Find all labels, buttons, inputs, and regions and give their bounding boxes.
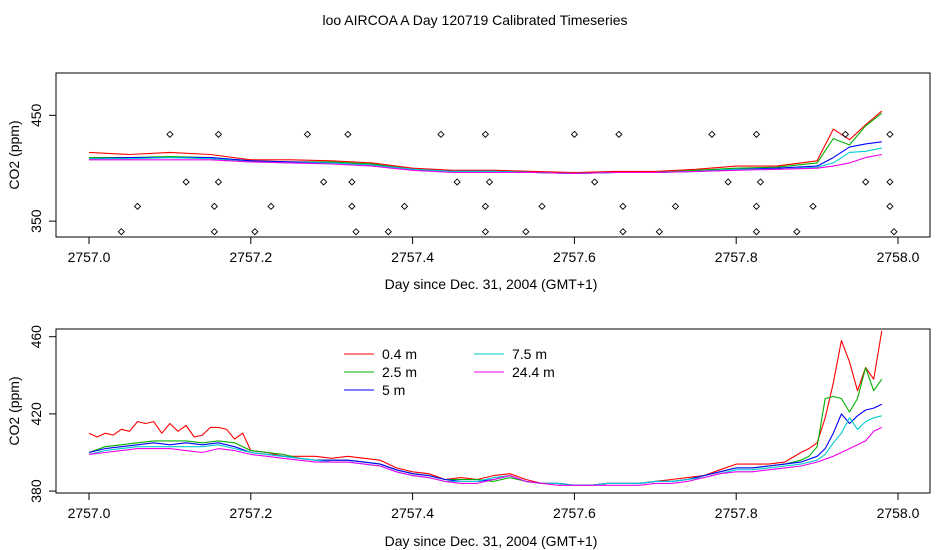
top-y-axis-label: CO2 (ppm) [6, 120, 22, 189]
bottom-x-axis: 2757.0 2757.2 2757.4 2757.6 2757.8 2758.0 [68, 493, 920, 521]
bottom-x-tick-label-0: 2757.0 [68, 505, 111, 521]
legend-label-2-5-m: 2.5 m [382, 364, 417, 380]
top-x-tick-label-2: 2757.4 [391, 249, 434, 265]
bottom-x-tick-label-5: 2758.0 [877, 505, 920, 521]
bottom-x-tick-label-4: 2757.8 [715, 505, 758, 521]
top-marker-26 [570, 130, 579, 139]
top-marker-6 [214, 130, 223, 139]
top-marker-15 [352, 228, 360, 236]
top-marker-42 [862, 178, 870, 186]
bottom-series-5-m [88, 403, 883, 486]
top-marker-37 [752, 130, 761, 139]
top-marker-30 [619, 228, 627, 236]
bottom-y-tick-label-0: 380 [28, 479, 44, 503]
bottom-panel: 2757.0 2757.2 2757.4 2757.6 2757.8 2758.0 380… [6, 325, 931, 549]
top-marker-38 [756, 178, 765, 186]
top-marker-16 [384, 228, 392, 236]
top-marker-34 [724, 178, 732, 186]
top-marker-10 [303, 130, 312, 139]
bottom-y-axis: 380 420 460 [28, 325, 56, 503]
top-marker-22 [481, 130, 490, 139]
bottom-legend: 0.4 m 2.5 m 5 m 7.5 m 24.4 m [344, 346, 555, 398]
top-y-tick-label-1: 450 [28, 103, 44, 127]
top-marker-23 [485, 178, 494, 186]
top-x-axis-label: Day since Dec. 31, 2004 (GMT+1) [385, 276, 598, 292]
top-marker-24 [522, 228, 530, 236]
top-marker-3 [182, 178, 190, 186]
top-marker-33 [708, 130, 716, 139]
legend-label-0-4-m: 0.4 m [382, 346, 417, 362]
bottom-series-7-5-m [88, 415, 882, 486]
bottom-x-tick-label-1: 2757.2 [229, 505, 272, 521]
top-marker-25 [538, 202, 546, 210]
top-x-tick-label-5: 2758.0 [877, 249, 920, 265]
top-x-tick-label-1: 2757.2 [229, 249, 272, 265]
top-marker-19 [453, 178, 461, 186]
top-marker-35 [752, 228, 761, 236]
top-marker-1 [133, 202, 142, 210]
top-marker-5 [210, 202, 219, 210]
top-marker-41 [841, 130, 850, 139]
top-marker-9 [267, 202, 275, 210]
top-marker-17 [400, 202, 409, 210]
top-marker-11 [319, 178, 328, 186]
top-marker-4 [210, 228, 219, 236]
top-x-axis: 2757.0 2757.2 2757.4 2757.6 2757.8 2758.0 [68, 237, 920, 265]
top-markers-group [117, 130, 898, 236]
top-marker-45 [886, 178, 894, 186]
top-marker-31 [655, 228, 663, 236]
top-marker-2 [166, 130, 174, 139]
top-marker-36 [752, 202, 761, 210]
bottom-y-tick-label-1: 420 [28, 402, 44, 426]
top-marker-7 [214, 178, 223, 186]
top-x-tick-label-0: 2757.0 [68, 249, 111, 265]
top-marker-44 [886, 202, 894, 210]
top-marker-21 [481, 202, 490, 210]
bottom-series-2-5-m [88, 367, 883, 486]
top-plot-frame [55, 72, 931, 238]
top-marker-32 [671, 202, 680, 210]
figure-title: loo AIRCOA A Day 120719 Calibrated Times… [322, 12, 627, 28]
bottom-x-tick-label-2: 2757.4 [391, 505, 434, 521]
legend-label-5-m: 5 m [382, 382, 405, 398]
top-series-5-m [88, 141, 882, 175]
top-y-tick-label-0: 350 [28, 209, 44, 233]
top-series-24-4-m [89, 153, 882, 175]
bottom-y-axis-label: CO2 (ppm) [6, 376, 22, 445]
top-series-0-4-m [88, 110, 883, 174]
top-series-group [88, 110, 883, 175]
top-marker-43 [886, 130, 894, 139]
top-panel: 2757.0 2757.2 2757.4 2757.6 2757.8 2758.0 350… [6, 72, 931, 292]
top-marker-13 [348, 178, 356, 186]
top-marker-27 [590, 178, 599, 186]
top-marker-18 [437, 130, 445, 139]
top-marker-40 [809, 202, 817, 210]
top-y-axis: 350 450 [28, 103, 56, 233]
bottom-plot-frame [55, 328, 931, 494]
top-marker-29 [619, 202, 627, 210]
legend-label-24-4-m: 24.4 m [512, 364, 555, 380]
top-marker-14 [348, 202, 356, 210]
top-marker-0 [117, 228, 125, 236]
bottom-x-tick-label-3: 2757.6 [553, 505, 596, 521]
top-marker-20 [481, 228, 490, 236]
bottom-series-24-4-m [88, 426, 883, 486]
legend-label-7-5-m: 7.5 m [512, 346, 547, 362]
top-series-2-5-m [89, 112, 883, 175]
top-x-tick-label-3: 2757.6 [553, 249, 596, 265]
top-x-tick-label-4: 2757.8 [715, 249, 758, 265]
top-marker-8 [251, 228, 259, 236]
bottom-series-group [88, 330, 883, 486]
top-marker-12 [344, 130, 352, 139]
bottom-x-axis-label: Day since Dec. 31, 2004 (GMT+1) [385, 533, 598, 549]
top-marker-28 [615, 130, 623, 139]
bottom-y-tick-label-2: 460 [28, 325, 44, 349]
top-marker-46 [890, 228, 898, 236]
top-marker-39 [793, 228, 801, 236]
